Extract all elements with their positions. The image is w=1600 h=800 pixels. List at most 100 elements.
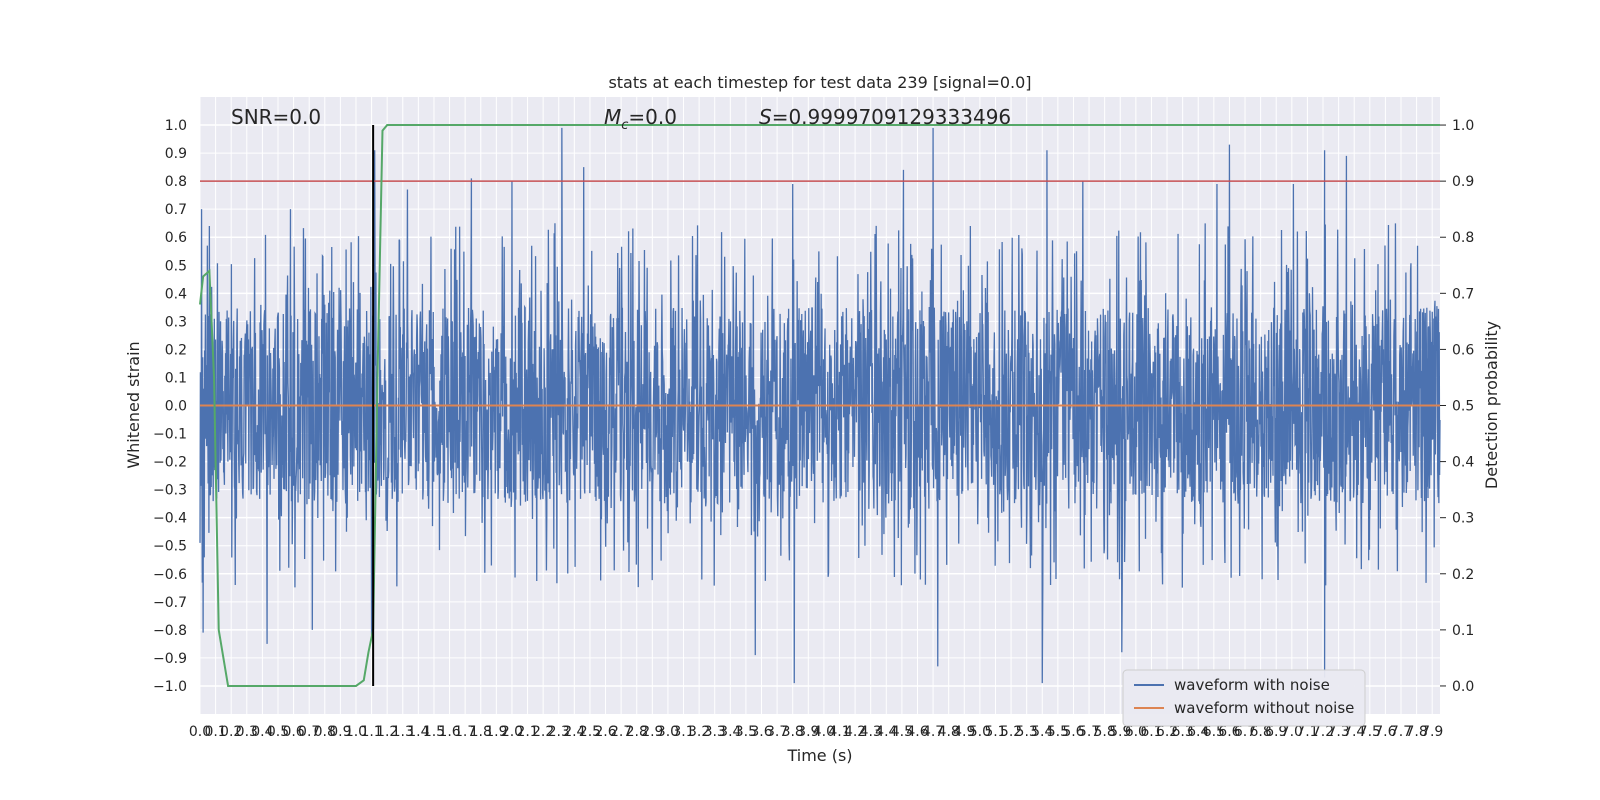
y-tick-label: 0.8 — [165, 174, 187, 190]
y2-tick-label: 0.2 — [1452, 567, 1474, 583]
x-tick-label: 2.1 — [516, 724, 538, 740]
x-tick-label: 5.9 — [1109, 724, 1131, 740]
x-tick-label: 5.1 — [984, 724, 1006, 740]
x-tick-label: 2.3 — [548, 724, 570, 740]
x-tick-label: 7.0 — [1281, 724, 1303, 740]
y2-tick-label: 0.5 — [1452, 399, 1474, 415]
x-tick-label: 0.1 — [204, 724, 226, 740]
x-tick-label: 6.1 — [1140, 724, 1162, 740]
y2-tick-label: 0.7 — [1452, 286, 1474, 302]
x-tick-label: 6.0 — [1125, 724, 1147, 740]
x-tick-label: 4.8 — [938, 724, 960, 740]
x-tick-label: 1.3 — [392, 724, 414, 740]
x-tick-label: 1.5 — [423, 724, 445, 740]
y-tick-label: 0.0 — [165, 399, 187, 415]
x-tick-label: 2.2 — [532, 724, 554, 740]
tick-labels: 0.00.10.20.30.40.50.60.70.80.91.01.11.21… — [153, 118, 1474, 740]
x-tick-label: 2.5 — [579, 724, 601, 740]
x-tick-label: 4.6 — [906, 724, 928, 740]
x-tick-label: 7.4 — [1343, 724, 1365, 740]
x-tick-label: 2.8 — [626, 724, 648, 740]
x-tick-label: 2.6 — [594, 724, 616, 740]
x-tick-label: 7.9 — [1421, 724, 1443, 740]
y-tick-label: 0.2 — [165, 342, 187, 358]
x-tick-label: 7.2 — [1312, 724, 1334, 740]
y-tick-label: 0.6 — [165, 230, 187, 246]
y-tick-label: 0.3 — [165, 314, 187, 330]
y2-tick-label: 1.0 — [1452, 118, 1474, 134]
x-tick-label: 5.7 — [1078, 724, 1100, 740]
snr-annotation: SNR=0.0 — [231, 105, 321, 129]
x-tick-label: 7.8 — [1405, 724, 1427, 740]
x-tick-label: 0.7 — [298, 724, 320, 740]
x-tick-label: 1.0 — [345, 724, 367, 740]
chirp-mass-value: =0.0 — [628, 105, 677, 129]
y2-axis-label: Detection probability — [1482, 321, 1501, 489]
x-tick-label: 0.5 — [267, 724, 289, 740]
y-tick-label: −0.9 — [153, 651, 187, 667]
x-tick-label: 3.9 — [797, 724, 819, 740]
chirp-mass-symbol: M — [604, 105, 621, 129]
score-annotation: S=0.9999709129333496 — [759, 105, 1011, 129]
x-tick-label: 7.3 — [1327, 724, 1349, 740]
x-tick-label: 6.5 — [1203, 724, 1225, 740]
y-tick-label: −0.1 — [153, 427, 187, 443]
x-tick-label: 5.6 — [1062, 724, 1084, 740]
x-tick-label: 6.3 — [1172, 724, 1194, 740]
score-value: =0.9999709129333496 — [772, 105, 1011, 129]
x-tick-label: 3.8 — [782, 724, 804, 740]
y-tick-label: −1.0 — [153, 679, 187, 695]
y-tick-label: −0.3 — [153, 483, 187, 499]
x-tick-label: 0.0 — [189, 724, 211, 740]
x-tick-label: 0.8 — [314, 724, 336, 740]
y2-tick-label: 0.1 — [1452, 623, 1474, 639]
waveform-with-noise-line — [199, 127, 1441, 684]
x-tick-label: 3.0 — [657, 724, 679, 740]
x-tick-label: 2.7 — [610, 724, 632, 740]
y2-tick-label: 0.4 — [1452, 455, 1474, 471]
x-tick-label: 4.5 — [891, 724, 913, 740]
x-tick-label: 1.4 — [407, 724, 429, 740]
y-tick-label: 1.0 — [165, 118, 187, 134]
x-tick-label: 7.6 — [1374, 724, 1396, 740]
x-tick-label: 0.6 — [282, 724, 304, 740]
x-tick-label: 4.9 — [953, 724, 975, 740]
y-axis-label: Whitened strain — [124, 341, 143, 468]
y2-tick-label: 0.0 — [1452, 679, 1474, 695]
y-tick-label: −0.6 — [153, 567, 187, 583]
x-tick-label: 1.9 — [485, 724, 507, 740]
y-tick-label: −0.5 — [153, 539, 187, 555]
x-tick-label: 2.4 — [563, 724, 585, 740]
x-tick-label: 6.7 — [1234, 724, 1256, 740]
x-tick-label: 2.9 — [641, 724, 663, 740]
x-tick-label: 6.8 — [1249, 724, 1271, 740]
x-tick-label: 5.4 — [1031, 724, 1053, 740]
y-tick-label: 0.1 — [165, 370, 187, 386]
x-tick-label: 4.3 — [860, 724, 882, 740]
x-tick-label: 7.1 — [1296, 724, 1318, 740]
x-tick-label: 0.3 — [236, 724, 258, 740]
x-tick-label: 1.6 — [438, 724, 460, 740]
detection-probability-line — [199, 124, 1440, 687]
y2-tick-label: 0.6 — [1452, 342, 1474, 358]
x-tick-label: 2.0 — [501, 724, 523, 740]
x-tick-label: 4.7 — [922, 724, 944, 740]
x-tick-label: 6.2 — [1156, 724, 1178, 740]
x-tick-label: 3.3 — [704, 724, 726, 740]
x-tick-label: 3.6 — [750, 724, 772, 740]
x-tick-label: 5.8 — [1094, 724, 1116, 740]
x-tick-label: 3.7 — [766, 724, 788, 740]
legend: waveform with noise waveform without noi… — [1122, 669, 1366, 727]
x-tick-label: 1.8 — [470, 724, 492, 740]
legend-box — [1122, 669, 1366, 727]
y2-tick-label: 0.9 — [1452, 174, 1474, 190]
chart-title: stats at each timestep for test data 239… — [608, 73, 1031, 92]
score-symbol: S — [759, 105, 772, 129]
x-tick-label: 6.4 — [1187, 724, 1209, 740]
y-tick-label: 0.7 — [165, 202, 187, 218]
legend-label-with-noise: waveform with noise — [1174, 676, 1330, 694]
y-tick-label: −0.7 — [153, 595, 187, 611]
x-tick-label: 5.5 — [1047, 724, 1069, 740]
x-tick-label: 3.1 — [672, 724, 694, 740]
